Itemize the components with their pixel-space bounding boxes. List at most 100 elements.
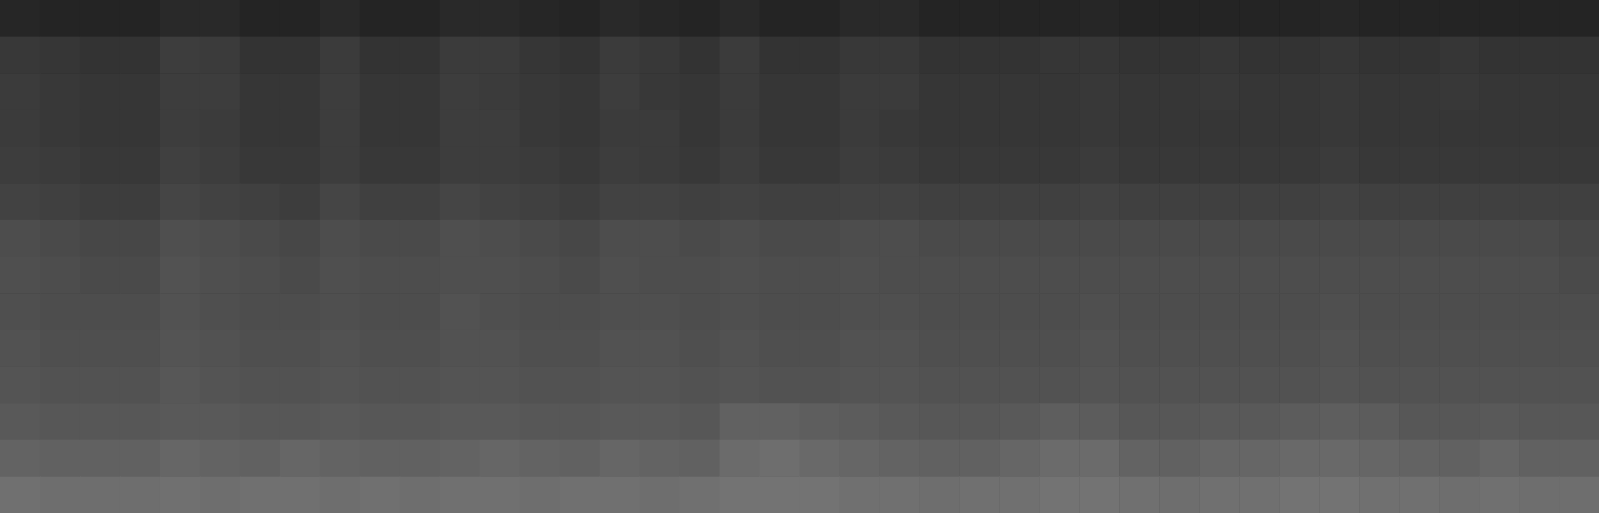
cell: [160, 293, 200, 330]
cell: [1119, 293, 1159, 330]
cell: [320, 110, 360, 147]
cell: [360, 147, 400, 184]
cell: [520, 0, 560, 37]
cell: [80, 183, 120, 220]
cell: [40, 220, 80, 257]
cell: [680, 403, 720, 440]
cell: [480, 220, 520, 257]
cell: [120, 403, 160, 440]
cell: [120, 110, 160, 147]
cell: [999, 220, 1039, 257]
cell: [1399, 403, 1439, 440]
cell: [919, 440, 959, 477]
cell: [360, 476, 400, 513]
cell: [1039, 73, 1079, 110]
cell: [1399, 476, 1439, 513]
cell: [919, 476, 959, 513]
cell: [480, 330, 520, 367]
cell: [1119, 366, 1159, 403]
cell: [1079, 293, 1119, 330]
cell: [1119, 0, 1159, 37]
cell: [320, 37, 360, 74]
cell: [440, 440, 480, 477]
cell: [959, 0, 999, 37]
cell: [240, 366, 280, 403]
cell: [80, 403, 120, 440]
cell: [1519, 293, 1559, 330]
cell: [1399, 440, 1439, 477]
cell: [999, 293, 1039, 330]
cell: [0, 147, 40, 184]
cell: [1199, 0, 1239, 37]
cell: [959, 183, 999, 220]
cell: [1239, 330, 1279, 367]
cell: [1399, 37, 1439, 74]
cell: [160, 110, 200, 147]
cell: [160, 330, 200, 367]
cell: [1439, 330, 1479, 367]
cell: [1279, 257, 1319, 294]
cell: [760, 293, 800, 330]
cell: [879, 330, 919, 367]
cell: [879, 183, 919, 220]
cell: [40, 330, 80, 367]
cell: [720, 0, 760, 37]
cell: [1039, 293, 1079, 330]
cell: [480, 440, 520, 477]
cell: [919, 110, 959, 147]
cell: [1079, 73, 1119, 110]
cell: [480, 110, 520, 147]
cell: [120, 476, 160, 513]
cell: [1119, 330, 1159, 367]
cell: [1199, 220, 1239, 257]
cell: [280, 37, 320, 74]
cell: [800, 73, 840, 110]
cell: [1079, 440, 1119, 477]
cell: [560, 110, 600, 147]
cell: [1479, 147, 1519, 184]
cell: [879, 366, 919, 403]
cell: [800, 293, 840, 330]
cell: [800, 330, 840, 367]
cell: [640, 257, 680, 294]
cell: [1039, 0, 1079, 37]
cell: [560, 403, 600, 440]
cell: [120, 0, 160, 37]
cell: [600, 293, 640, 330]
cell: [280, 366, 320, 403]
cell: [440, 183, 480, 220]
cell: [440, 403, 480, 440]
cell: [879, 476, 919, 513]
cell: [999, 366, 1039, 403]
cell: [40, 257, 80, 294]
cell: [1439, 220, 1479, 257]
cell: [640, 220, 680, 257]
cell: [0, 220, 40, 257]
cell: [959, 366, 999, 403]
cell: [0, 330, 40, 367]
cell: [80, 293, 120, 330]
cell: [839, 110, 879, 147]
cell: [999, 476, 1039, 513]
cell: [400, 330, 440, 367]
cell: [1159, 147, 1199, 184]
cell: [440, 73, 480, 110]
cell: [440, 37, 480, 74]
cell: [360, 220, 400, 257]
cell: [520, 73, 560, 110]
cell: [40, 73, 80, 110]
cell: [919, 330, 959, 367]
cell: [760, 110, 800, 147]
cell: [320, 147, 360, 184]
cell: [839, 37, 879, 74]
cell: [1519, 403, 1559, 440]
spectrogram: [0, 0, 1599, 513]
cell: [680, 293, 720, 330]
cell: [959, 257, 999, 294]
cell: [1159, 110, 1199, 147]
cell: [200, 220, 240, 257]
cell: [1519, 476, 1559, 513]
cell: [800, 220, 840, 257]
cell: [360, 110, 400, 147]
cell: [999, 110, 1039, 147]
